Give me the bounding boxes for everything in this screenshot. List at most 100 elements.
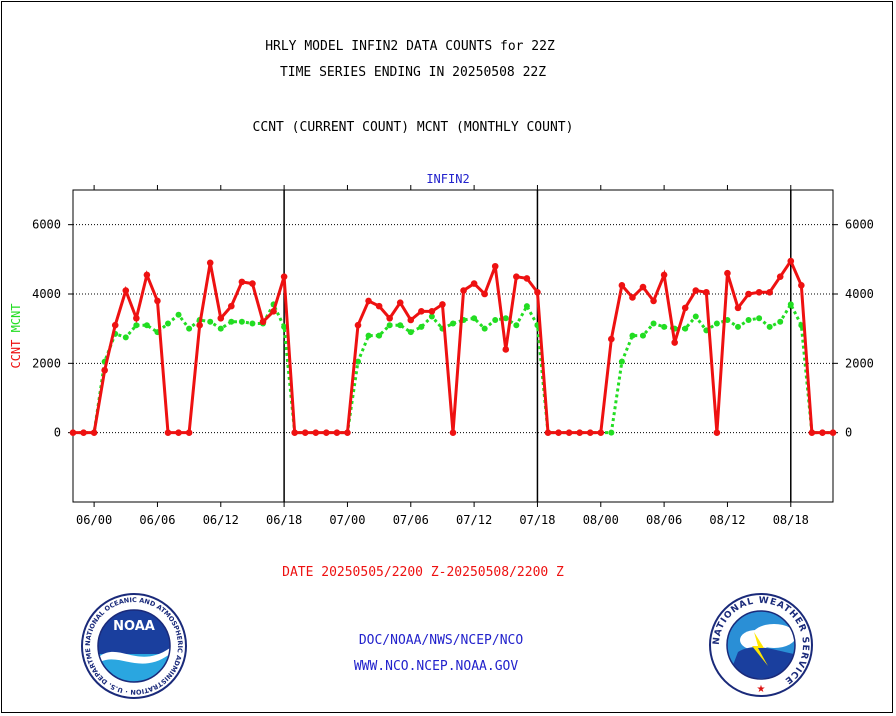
- data-point-mcnt: [502, 315, 509, 322]
- data-point-ccnt: [734, 304, 742, 312]
- data-point-ccnt: [629, 294, 636, 301]
- data-point-mcnt: [397, 322, 404, 329]
- data-point-ccnt: [470, 280, 478, 287]
- data-point-mcnt: [249, 320, 256, 327]
- nws-logo: NATIONAL WEATHER SERVICE ★: [709, 593, 813, 697]
- data-point-mcnt: [281, 323, 288, 330]
- data-point-ccnt: [597, 429, 605, 436]
- data-point-ccnt: [90, 429, 98, 436]
- data-point-mcnt: [186, 325, 193, 332]
- data-point-ccnt: [449, 429, 457, 436]
- svg-text:NOAA: NOAA: [113, 619, 155, 634]
- panel-label: INFIN2: [426, 172, 470, 186]
- data-point-ccnt: [122, 287, 130, 294]
- noaa-logo: NATIONAL OCEANIC AND ATMOSPHERIC ADMINIS…: [80, 592, 187, 699]
- y-tick-label-left: 2000: [32, 356, 61, 370]
- data-point-mcnt: [175, 311, 182, 318]
- data-point-ccnt: [460, 287, 467, 294]
- data-point-ccnt: [618, 282, 626, 289]
- date-range: DATE 20250505/2200 Z-20250508/2200 Z: [282, 565, 564, 580]
- data-point-ccnt: [808, 429, 816, 436]
- data-point-ccnt: [755, 288, 763, 296]
- data-point-ccnt: [428, 308, 436, 315]
- plot-area-border: [72, 189, 834, 503]
- data-point-ccnt: [344, 429, 351, 436]
- data-point-ccnt: [671, 339, 678, 346]
- data-point-ccnt: [386, 314, 393, 322]
- data-point-mcnt: [650, 320, 657, 327]
- data-point-mcnt: [523, 303, 530, 310]
- y-tick-label-left: 0: [54, 426, 61, 440]
- data-point-ccnt: [565, 429, 573, 436]
- data-point-ccnt: [576, 429, 583, 436]
- x-tick-label: 06/12: [203, 513, 239, 527]
- website-link[interactable]: WWW.NCO.NCEP.NOAA.GOV: [353, 659, 519, 674]
- data-point-mcnt: [735, 323, 741, 330]
- data-point-ccnt: [280, 273, 288, 280]
- data-point-mcnt: [238, 318, 245, 325]
- data-point-mcnt: [165, 320, 171, 327]
- data-point-ccnt: [650, 297, 657, 305]
- data-point-ccnt: [481, 290, 488, 298]
- x-tick-label: 06/06: [139, 513, 175, 527]
- data-point-ccnt: [555, 429, 562, 436]
- chart-subtitle: CCNT (CURRENT COUNT) MCNT (MONTHLY COUNT…: [252, 120, 574, 135]
- x-tick-label: 06/00: [76, 513, 112, 527]
- data-point-ccnt: [270, 308, 277, 315]
- org-path: DOC/NOAA/NWS/NCEP/NCO: [358, 633, 524, 648]
- data-point-mcnt: [355, 358, 361, 365]
- data-point-ccnt: [101, 366, 108, 374]
- data-point-mcnt: [787, 301, 794, 308]
- data-point-ccnt: [829, 429, 837, 436]
- y-tick-label-left: 4000: [32, 287, 61, 301]
- x-tick-label: 08/06: [646, 513, 682, 527]
- data-point-ccnt: [439, 301, 446, 308]
- x-tick-label: 06/18: [266, 513, 302, 527]
- data-point-mcnt: [207, 318, 214, 325]
- x-tick-label: 07/06: [393, 513, 429, 527]
- data-point-mcnt: [608, 429, 615, 436]
- data-point-ccnt: [333, 429, 341, 436]
- data-point-mcnt: [692, 313, 699, 320]
- data-point-mcnt: [471, 315, 478, 322]
- data-point-ccnt: [787, 257, 795, 265]
- y-tick-label-left: 6000: [32, 218, 61, 232]
- data-point-ccnt: [291, 429, 298, 436]
- data-point-mcnt: [217, 325, 224, 332]
- data-point-ccnt: [259, 318, 267, 326]
- data-point-mcnt: [133, 322, 140, 329]
- data-point-ccnt: [703, 288, 710, 296]
- series-line-ccnt: [73, 257, 833, 435]
- data-point-mcnt: [756, 315, 763, 322]
- data-point-ccnt: [418, 308, 425, 315]
- data-point-ccnt: [586, 429, 594, 436]
- data-point-ccnt: [776, 273, 784, 280]
- data-point-ccnt: [660, 271, 668, 279]
- y-tick-label-right: 4000: [845, 287, 874, 301]
- data-point-ccnt: [206, 259, 214, 267]
- data-point-ccnt: [713, 429, 721, 436]
- data-point-ccnt: [111, 321, 119, 329]
- data-point-mcnt: [481, 325, 488, 332]
- data-point-mcnt: [386, 322, 393, 329]
- data-point-ccnt: [175, 429, 182, 436]
- x-tick-label: 07/12: [456, 513, 492, 527]
- title-line-1: HRLY MODEL INFIN2 DATA COUNTS for 22Z: [265, 39, 555, 54]
- data-point-ccnt: [407, 316, 415, 324]
- data-point-ccnt: [396, 299, 404, 306]
- data-point-ccnt: [681, 304, 689, 312]
- data-point-ccnt: [819, 429, 826, 436]
- x-tick-label: 07/18: [519, 513, 555, 527]
- data-point-mcnt: [513, 322, 520, 329]
- data-point-ccnt: [80, 429, 87, 436]
- y-axis-label-part: MCNT: [9, 303, 23, 339]
- data-point-ccnt: [217, 314, 225, 322]
- data-point-mcnt: [407, 329, 414, 336]
- data-point-mcnt: [228, 318, 235, 325]
- data-point-ccnt: [196, 321, 203, 329]
- data-point-ccnt: [143, 271, 151, 279]
- data-point-ccnt: [534, 288, 541, 296]
- data-point-ccnt: [164, 429, 172, 436]
- data-point-mcnt: [745, 317, 752, 323]
